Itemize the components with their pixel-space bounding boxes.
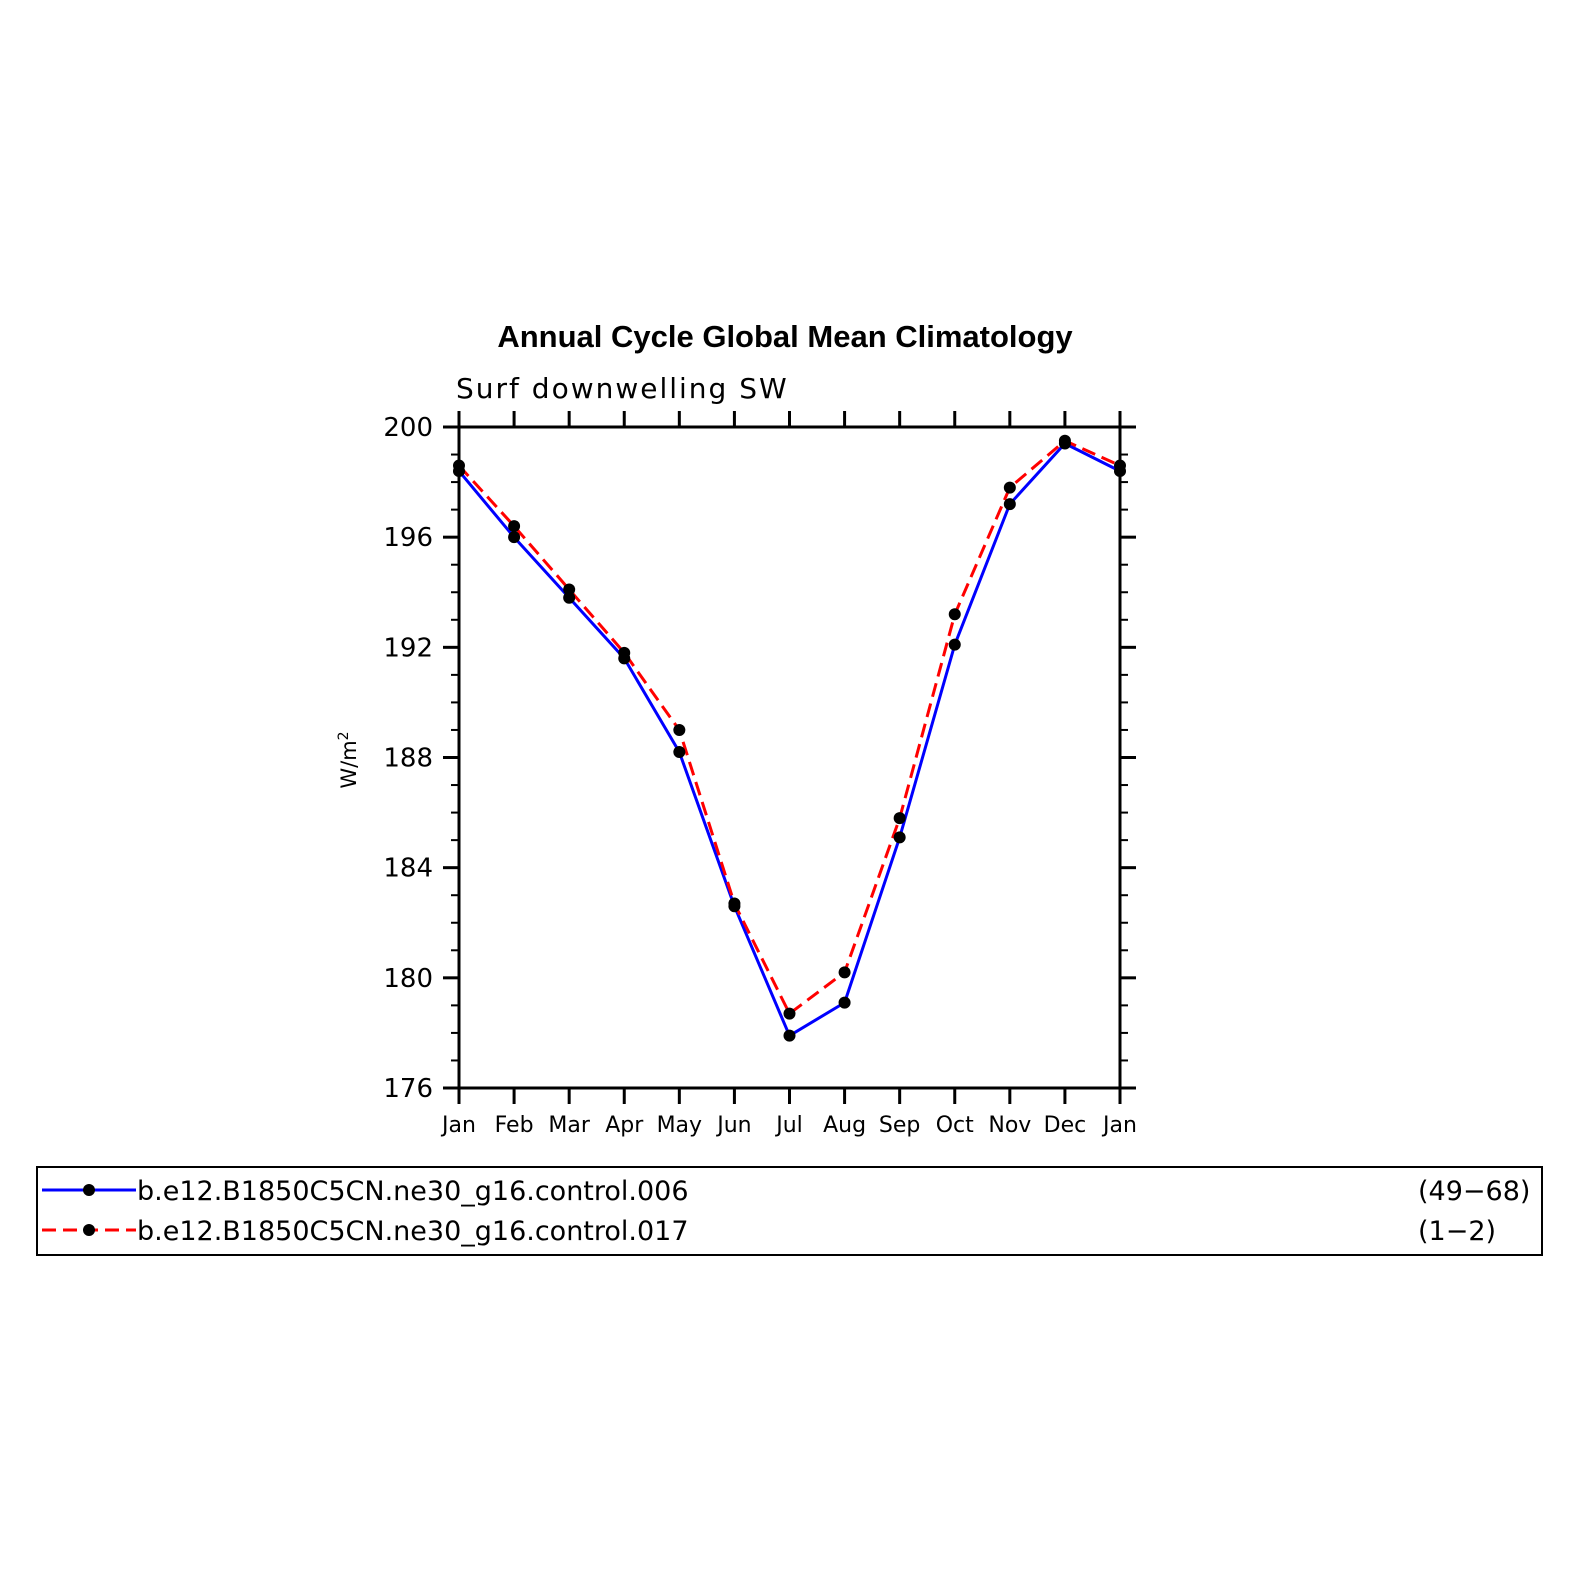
series-2-point — [673, 723, 686, 736]
y-tick-label: 184 — [383, 854, 433, 884]
series-2-point — [838, 966, 851, 979]
series-1-point — [893, 831, 906, 844]
legend: b.e12.B1850C5CN.ne30_g16.control.006 (49−… — [42, 1176, 1530, 1247]
axes-ticks: 176 180 184 188 192 196 200 Jan Feb Mar Apr May Jun J… — [383, 411, 1137, 1138]
legend-box — [36, 1166, 1543, 1256]
series-2-point — [893, 812, 906, 825]
y-axis-label: W/m2 — [336, 731, 361, 788]
x-tick-label: Dec — [1044, 1113, 1087, 1138]
x-tick-label: Apr — [605, 1113, 644, 1138]
x-tick-label: Jul — [774, 1113, 803, 1138]
series-2-point — [508, 520, 521, 533]
series-1-point — [783, 1029, 796, 1042]
series-2-point — [1114, 459, 1126, 472]
x-tick-label: Aug — [823, 1113, 866, 1138]
x-tick-label: Jan — [1101, 1113, 1137, 1138]
y-tick-label: 200 — [383, 413, 433, 443]
x-tick-label: Feb — [495, 1113, 534, 1138]
x-tick-label: Jan — [440, 1113, 476, 1138]
legend-series-years: (49−68) — [1418, 1176, 1530, 1207]
x-tick-label: Mar — [548, 1113, 590, 1138]
series-2-point — [453, 459, 465, 472]
series-1-point — [563, 591, 576, 604]
x-tick-label: May — [657, 1113, 702, 1138]
data-series — [453, 434, 1126, 1042]
series-line-2 — [457, 439, 1121, 1016]
series-1-point — [838, 996, 851, 1009]
series-2-point — [948, 608, 961, 621]
legend-series-years: (1−2) — [1418, 1216, 1496, 1247]
y-tick-label: 180 — [383, 964, 433, 994]
legend-series-name: b.e12.B1850C5CN.ne30_g16.control.006 — [137, 1176, 689, 1207]
series-2-point — [1058, 434, 1071, 447]
series-2-point — [563, 583, 576, 596]
series-1-point — [948, 638, 961, 651]
series-line-1 — [457, 442, 1121, 1038]
chart-title: Annual Cycle Global Mean Climatology — [497, 319, 1073, 354]
series-2-point — [618, 646, 631, 659]
y-tick-label: 192 — [383, 633, 433, 663]
y-tick-label: 188 — [383, 744, 433, 774]
x-tick-label: Sep — [879, 1113, 920, 1138]
legend-marker-2 — [83, 1224, 95, 1236]
x-tick-label: Jun — [715, 1113, 751, 1138]
y-tick-label: 196 — [383, 523, 433, 553]
x-tick-label: Nov — [988, 1113, 1031, 1138]
y-tick-label: 176 — [383, 1074, 433, 1104]
legend-series-name: b.e12.B1850C5CN.ne30_g16.control.017 — [137, 1216, 689, 1247]
legend-marker-1 — [83, 1184, 95, 1196]
series-1-point — [1003, 498, 1016, 511]
x-tick-label: Oct — [936, 1113, 974, 1138]
series-2-point — [783, 1007, 796, 1020]
series-2-point — [728, 897, 741, 910]
series-1-point — [673, 745, 686, 758]
chart-subtitle: Surf downwelling SW — [456, 372, 789, 405]
series-1-point — [508, 531, 521, 544]
series-2-point — [1003, 481, 1016, 494]
plot-frame — [457, 425, 1122, 1090]
